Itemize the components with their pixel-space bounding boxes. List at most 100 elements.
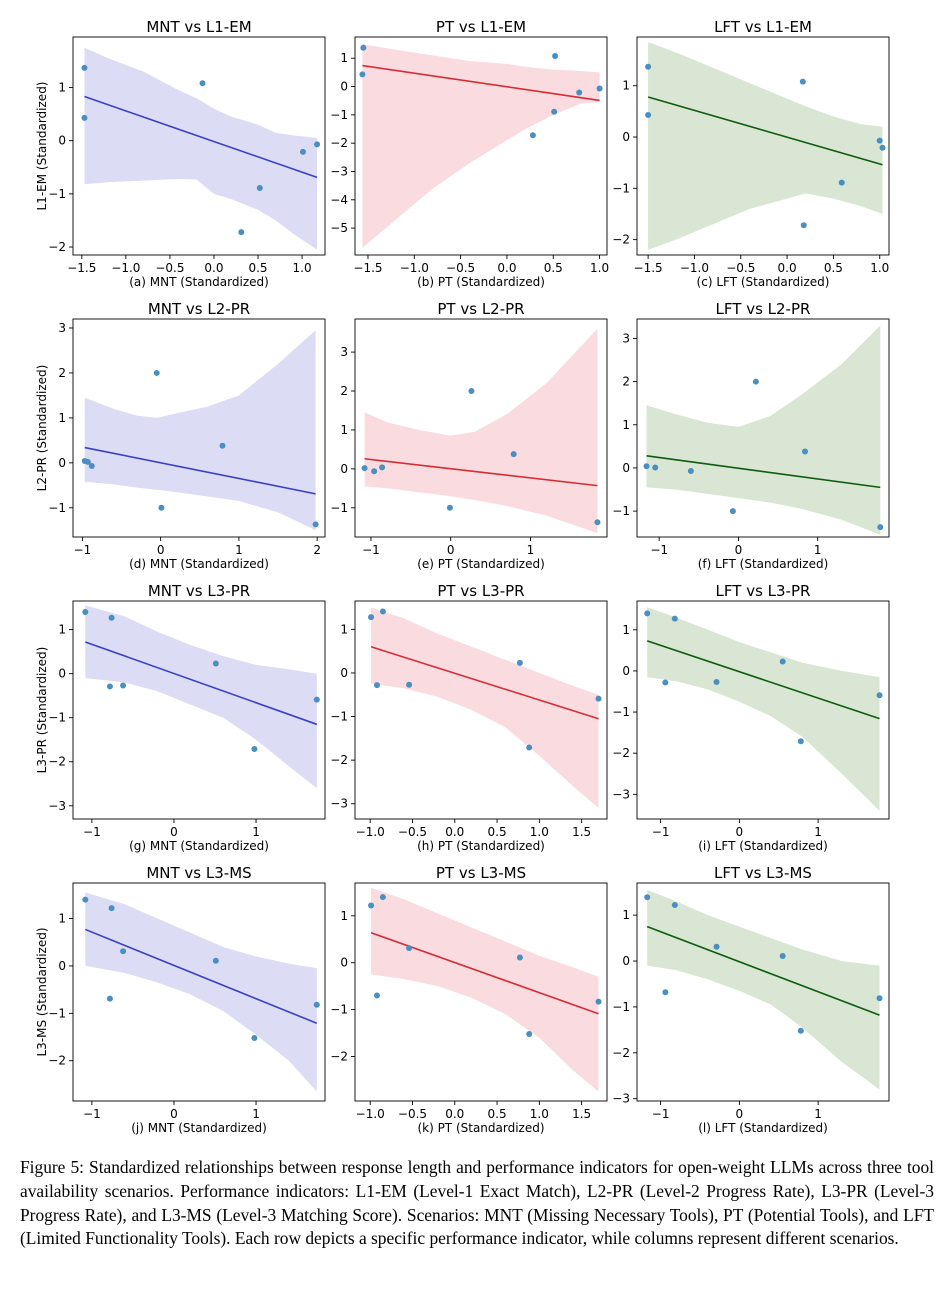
regression-line	[362, 64, 600, 102]
regression-line	[84, 95, 318, 179]
y-axis-label: L3-PR (Standardized)	[35, 647, 49, 774]
axes-frame	[354, 318, 608, 538]
data-point	[645, 111, 652, 118]
x-tick-label: 0	[736, 1107, 744, 1121]
x-tick-label: 1	[814, 543, 822, 557]
x-tick-label: 1.0	[590, 261, 609, 275]
axes-frame	[72, 882, 326, 1102]
y-tick-label: −2	[330, 136, 348, 150]
x-tick-label: −1.0	[111, 261, 140, 275]
y-tick-label: −4	[330, 193, 348, 207]
x-tick-label: −0.5	[155, 261, 184, 275]
y-tick-label: −1	[612, 1000, 630, 1014]
x-tick-label: 1.0	[530, 1107, 549, 1121]
confidence-band	[85, 892, 317, 1092]
x-tick-label: −1.0	[680, 261, 709, 275]
x-tick-label: −1.0	[356, 1107, 385, 1121]
subplot-8: −1.0 −0.5 0.0 0.5 1.0 1.5 −3 −2 −1 0 1 PT vs L3-PR (…	[330, 582, 608, 853]
y-tick-label: −1	[48, 187, 66, 201]
subplot-title: LFT vs L2-PR	[716, 300, 811, 318]
data-point	[379, 608, 386, 615]
x-tick-label: 0	[447, 543, 455, 557]
x-tick-label: 0.0	[778, 261, 797, 275]
y-tick-label: 1	[622, 908, 630, 922]
x-tick-label: −1	[652, 825, 670, 839]
subplot-title: LFT vs L1-EM	[714, 18, 812, 36]
confidence-band	[84, 330, 316, 531]
data-point	[312, 521, 319, 528]
data-point	[662, 679, 669, 686]
data-point	[876, 692, 883, 699]
data-point	[645, 63, 652, 70]
confidence-band	[371, 887, 599, 1092]
data-point	[120, 682, 127, 689]
subplot-1: −1.5 −1.0 −0.5 0.0 0.5 1.0 −2 −1 0 1 MNT vs L1-EM (…	[35, 18, 326, 289]
data-point	[373, 682, 380, 689]
data-point	[510, 451, 517, 458]
y-tick-label: 3	[58, 321, 66, 335]
regression-line	[84, 446, 316, 495]
y-tick-label: −2	[48, 240, 66, 254]
y-tick-label: 1	[58, 623, 66, 637]
confidence-band	[84, 47, 318, 250]
x-tick-label: 0	[170, 825, 178, 839]
subplot-title: PT vs L3-MS	[436, 864, 526, 882]
x-axis-label: (f) LFT (Standardized)	[698, 557, 829, 571]
y-tick-label: −1	[330, 710, 348, 724]
data-point	[802, 448, 808, 455]
axes-frame	[72, 600, 326, 820]
data-point	[368, 614, 375, 621]
data-point	[800, 222, 807, 229]
data-point	[779, 658, 786, 665]
data-point	[551, 108, 558, 115]
data-point	[106, 683, 113, 690]
x-tick-label: −1	[650, 543, 668, 557]
data-point	[361, 465, 368, 472]
data-point	[876, 137, 883, 144]
data-point	[526, 1030, 533, 1037]
x-tick-label: −0.5	[446, 261, 475, 275]
data-point	[120, 948, 127, 955]
data-point	[81, 64, 88, 71]
regression-line	[364, 457, 598, 487]
subplot-title: MNT vs L3-MS	[146, 864, 251, 882]
y-tick-label: 0	[58, 667, 66, 681]
y-tick-label: 0	[340, 666, 348, 680]
regression-line	[646, 455, 881, 489]
axes-frame	[354, 882, 608, 1102]
y-tick-label: 1	[340, 909, 348, 923]
x-axis-label: (k) PT (Standardized)	[417, 1121, 544, 1135]
y-tick-label: 0	[340, 462, 348, 476]
y-tick-label: −1	[330, 501, 348, 515]
data-point	[662, 989, 669, 996]
data-point	[838, 179, 845, 186]
x-tick-label: 1	[252, 825, 260, 839]
data-point	[576, 89, 583, 96]
confidence-band	[647, 607, 880, 811]
y-tick-label: −1	[612, 181, 630, 195]
x-tick-label: −1.0	[400, 261, 429, 275]
x-tick-label: 0	[157, 543, 165, 557]
data-point	[251, 745, 258, 752]
x-axis-label: (j) MNT (Standardized)	[131, 1121, 267, 1135]
subplot-title: PT vs L1-EM	[436, 18, 526, 36]
data-point	[594, 519, 601, 526]
y-tick-label: 0	[58, 959, 66, 973]
data-point	[876, 995, 883, 1002]
subplot-9: −1 0 1 −3 −2 −1 0 1 LFT vs L3-PR (i) LFT (Standar…	[612, 582, 890, 853]
y-tick-label: 0	[340, 80, 348, 94]
subplot-title: LFT vs L3-MS	[714, 864, 812, 882]
data-point	[643, 463, 650, 470]
x-tick-label: −1	[74, 543, 92, 557]
x-tick-label: 0.5	[488, 1107, 507, 1121]
subplot-5: −1 0 1 −1 0 1 2 3 PT vs L2-PR (e) PT (Standardize…	[330, 300, 608, 571]
regression-line	[646, 640, 880, 720]
data-point	[82, 609, 89, 616]
subplot-title: PT vs L3-PR	[437, 582, 524, 600]
y-tick-label: −1	[330, 108, 348, 122]
data-point	[406, 681, 413, 688]
y-tick-label: 1	[622, 418, 630, 432]
x-tick-label: 1	[814, 1107, 822, 1121]
y-tick-label: 2	[340, 384, 348, 398]
regression-line	[85, 641, 318, 726]
